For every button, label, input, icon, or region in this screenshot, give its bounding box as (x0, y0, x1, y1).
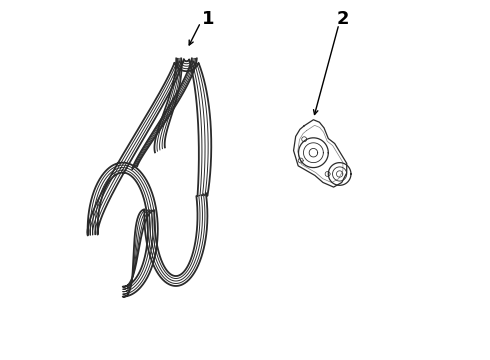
Text: 2: 2 (336, 10, 349, 28)
Text: 1: 1 (201, 10, 214, 28)
